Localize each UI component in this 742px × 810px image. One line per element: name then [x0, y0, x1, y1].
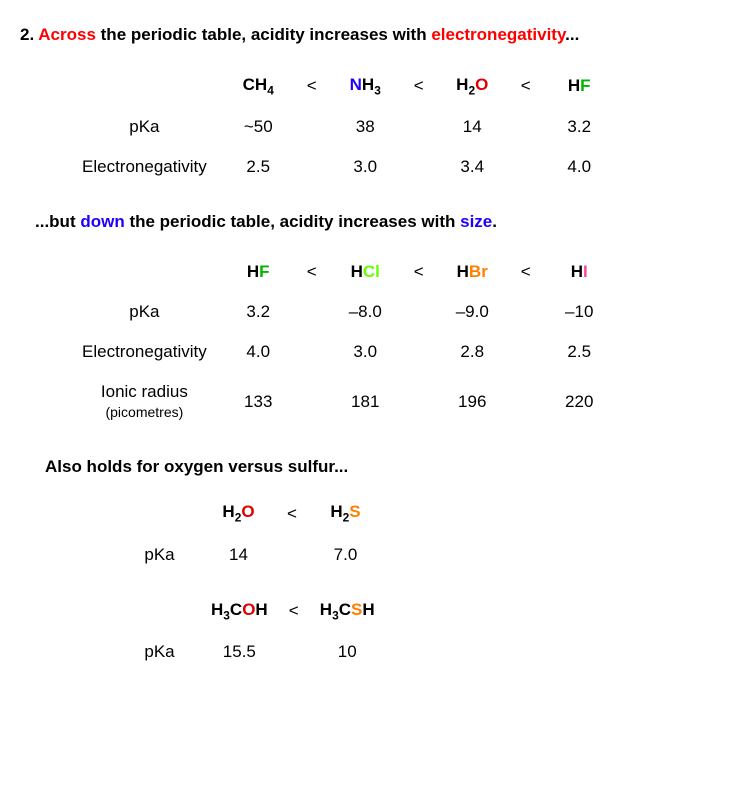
cell: 15.5 [199, 632, 280, 672]
cell: –9.0 [433, 292, 512, 332]
cell: 3.2 [219, 292, 298, 332]
lt: < [298, 65, 326, 107]
formula-h3coh: H3COH [199, 590, 280, 632]
cell: 10 [308, 632, 387, 672]
row-label-pka: pKa [120, 535, 199, 575]
cell: –10 [540, 292, 619, 332]
table3-pka-row: pKa 14 7.0 [120, 535, 385, 575]
formula-nh3: NH3 [326, 65, 405, 107]
h2-size: size [460, 212, 492, 231]
cell: 7.0 [306, 535, 385, 575]
lt: < [405, 252, 433, 292]
cell: ~50 [219, 107, 298, 147]
formula-h3csh: H3CSH [308, 590, 387, 632]
lt: < [512, 252, 540, 292]
table-down: HF < HCl < HBr < HI pKa 3.2 –8.0 –9.0 –1… [70, 252, 619, 432]
formula-hf: HF [540, 65, 619, 107]
lt: < [278, 492, 306, 534]
cell: 4.0 [219, 332, 298, 372]
cell: 14 [433, 107, 512, 147]
table1-en-row: Electronegativity 2.5 3.0 3.4 4.0 [70, 147, 619, 187]
table2-pka-row: pKa 3.2 –8.0 –9.0 –10 [70, 292, 619, 332]
table4-formula-row: H3COH < H3CSH [120, 590, 387, 632]
row-label-en: Electronegativity [70, 332, 219, 372]
row-label-pka: pKa [70, 292, 219, 332]
formula-hi: HI [540, 252, 619, 292]
lt: < [405, 65, 433, 107]
h1-p5: ... [565, 25, 579, 44]
h2-p5: . [492, 212, 497, 231]
cell: 3.4 [433, 147, 512, 187]
cell: 14 [199, 535, 278, 575]
cell: 181 [326, 372, 405, 432]
formula-h2o: H2O [199, 492, 278, 534]
h2-p1: ...but [35, 212, 80, 231]
formula-hcl: HCl [326, 252, 405, 292]
table2-en-row: Electronegativity 4.0 3.0 2.8 2.5 [70, 332, 619, 372]
cell: 196 [433, 372, 512, 432]
cell: 2.5 [540, 332, 619, 372]
table1-pka-row: pKa ~50 38 14 3.2 [70, 107, 619, 147]
row-label-pka: pKa [70, 107, 219, 147]
formula-ch4: CH4 [219, 65, 298, 107]
table1-formula-row: CH4 < NH3 < H2O < HF [70, 65, 619, 107]
table2-ir-row: Ionic radius(picometres) 133 181 196 220 [70, 372, 619, 432]
table-oxygen-sulfur-2: H3COH < H3CSH pKa 15.5 10 [120, 590, 387, 672]
h1-electronegativity: electronegativity [431, 25, 565, 44]
table4-pka-row: pKa 15.5 10 [120, 632, 387, 672]
heading-across: 2. Across the periodic table, acidity in… [20, 25, 722, 45]
lt: < [512, 65, 540, 107]
formula-hf: HF [219, 252, 298, 292]
heading-oxygen-sulfur: Also holds for oxygen versus sulfur... [45, 457, 722, 477]
h2-down: down [80, 212, 124, 231]
formula-h2s: H2S [306, 492, 385, 534]
lt: < [298, 252, 326, 292]
cell: –8.0 [326, 292, 405, 332]
h1-p3: the periodic table, acidity increases wi… [96, 25, 431, 44]
table3-formula-row: H2O < H2S [120, 492, 385, 534]
row-label-en: Electronegativity [70, 147, 219, 187]
heading-down: ...but down the periodic table, acidity … [35, 212, 722, 232]
cell: 38 [326, 107, 405, 147]
row-label-ir: Ionic radius(picometres) [70, 372, 219, 432]
row-label-pka: pKa [120, 632, 199, 672]
cell: 220 [540, 372, 619, 432]
lt: < [280, 590, 308, 632]
cell: 2.8 [433, 332, 512, 372]
cell: 4.0 [540, 147, 619, 187]
cell: 133 [219, 372, 298, 432]
cell: 2.5 [219, 147, 298, 187]
cell: 3.2 [540, 107, 619, 147]
formula-h2o: H2O [433, 65, 512, 107]
table2-formula-row: HF < HCl < HBr < HI [70, 252, 619, 292]
h1-p1: 2. [20, 25, 38, 44]
cell: 3.0 [326, 332, 405, 372]
h2-p3: the periodic table, acidity increases wi… [125, 212, 460, 231]
table-oxygen-sulfur-1: H2O < H2S pKa 14 7.0 [120, 492, 385, 574]
h1-across: Across [38, 25, 96, 44]
table-across: CH4 < NH3 < H2O < HF pKa ~50 38 14 3.2 E… [70, 65, 619, 187]
cell: 3.0 [326, 147, 405, 187]
formula-hbr: HBr [433, 252, 512, 292]
